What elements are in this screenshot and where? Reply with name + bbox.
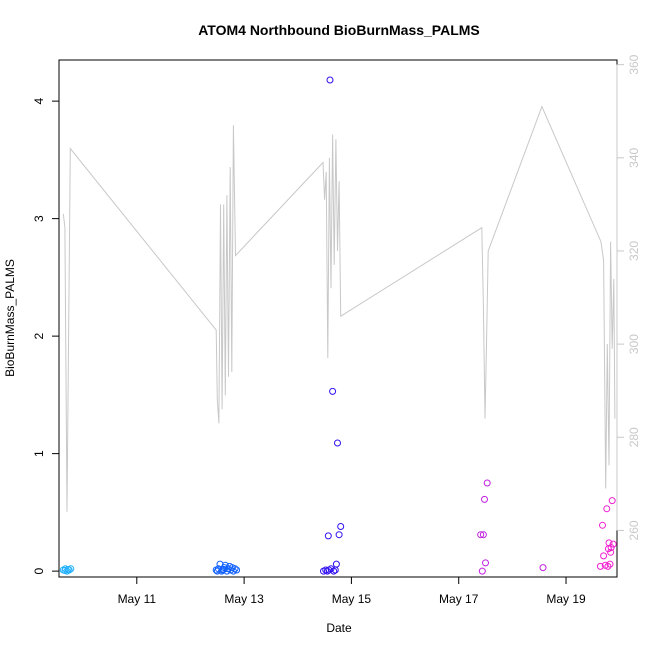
plot-frame: [58, 59, 618, 578]
data-point: [596, 562, 604, 570]
y2-tick-label: 340: [627, 147, 641, 167]
y2-tick-label: 280: [627, 427, 641, 447]
data-point: [329, 387, 337, 395]
y2-tick-label: 260: [627, 520, 641, 540]
y2-tick-label: 300: [627, 334, 641, 354]
data-point: [326, 76, 334, 84]
x-axis: May 11 May 13 May 15 May 17 May 19: [118, 576, 586, 606]
data-point: [606, 560, 614, 568]
y-tick-label: 0: [32, 567, 46, 574]
data-point: [61, 567, 69, 574]
y-tick-label: 3: [32, 215, 46, 222]
data-point: [325, 566, 333, 574]
data-point: [539, 564, 547, 572]
gray-line: [62, 105, 616, 512]
data-point: [233, 566, 241, 574]
x-tick-label: May 19: [546, 592, 586, 606]
data-point: [330, 567, 338, 575]
data-point: [220, 565, 228, 573]
data-point: [335, 531, 343, 539]
data-point: [213, 567, 221, 575]
chart-title: ATOM4 Northbound BioBurnMass_PALMS: [198, 22, 480, 38]
data-point: [604, 562, 612, 570]
data-point: [477, 531, 485, 539]
y-axis-label: BioBurnMass_PALMS: [3, 259, 17, 377]
data-point: [231, 565, 239, 573]
y-tick-label: 1: [32, 450, 46, 457]
x-tick-label: May 13: [224, 592, 264, 606]
x-tick-label: May 11: [118, 592, 157, 606]
data-point: [216, 560, 224, 568]
data-point: [607, 548, 615, 556]
y2-tick-label: 360: [627, 54, 641, 74]
data-point: [483, 479, 491, 487]
data-point: [324, 532, 332, 540]
data-point: [334, 439, 341, 447]
data-point: [603, 505, 611, 513]
data-point: [322, 566, 330, 574]
data-point: [599, 521, 606, 529]
data-point: [604, 545, 612, 553]
left-y-axis: 0 1 2 3 4: [32, 97, 60, 574]
scatter-points: [59, 76, 617, 575]
x-tick-label: May 17: [439, 592, 479, 606]
data-point: [609, 540, 617, 548]
gray-line-series: [62, 105, 616, 512]
x-tick-label: May 15: [332, 592, 372, 606]
data-point: [64, 565, 72, 573]
data-point: [600, 552, 608, 560]
x-axis-label: Date: [326, 621, 352, 635]
y2-tick-label: 320: [627, 241, 641, 261]
data-point: [332, 560, 340, 568]
data-point: [482, 559, 489, 567]
right-y-axis: 260 280 300 320 340 360: [616, 54, 641, 540]
data-point: [478, 567, 486, 575]
data-point: [481, 495, 488, 503]
y-tick-label: 2: [32, 332, 46, 339]
data-point: [337, 523, 345, 530]
y-tick-label: 4: [32, 97, 46, 104]
data-point: [608, 497, 616, 505]
data-point: [479, 531, 487, 539]
